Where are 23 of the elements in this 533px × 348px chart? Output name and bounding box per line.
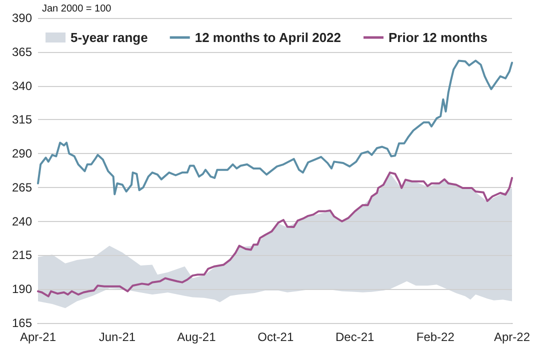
y-tick-label: 265: [12, 180, 32, 194]
y-tick-label: 190: [12, 282, 32, 296]
line-series: [37, 60, 513, 196]
y-tick-label: 240: [12, 214, 32, 228]
y-tick-label: 315: [12, 112, 32, 127]
x-tick-label: Jun-21: [98, 330, 136, 344]
x-tick-label: Dec-21: [336, 330, 375, 344]
x-tick-label: Apr-21: [20, 330, 56, 344]
y-tick-label: 165: [12, 316, 32, 330]
line-series: [37, 172, 513, 298]
x-tick-label: Feb-22: [416, 330, 455, 344]
x-tick-label: Aug-21: [177, 330, 216, 344]
y-tick-label: 390: [12, 11, 32, 25]
y-tick-label: 290: [12, 146, 32, 161]
y-tick-label: 365: [12, 44, 32, 59]
legend-label: Prior 12 months: [388, 30, 488, 45]
y-tick-label: 215: [12, 248, 32, 262]
legend-label: 12 months to April 2022: [194, 30, 342, 45]
x-tick-label: Oct-21: [258, 330, 294, 344]
y-tick-label: 340: [12, 78, 32, 93]
x-tick-label: Apr-22: [494, 330, 530, 344]
legend-label: 5-year range: [70, 30, 148, 45]
text: Jan 2000 = 100: [42, 4, 112, 14]
